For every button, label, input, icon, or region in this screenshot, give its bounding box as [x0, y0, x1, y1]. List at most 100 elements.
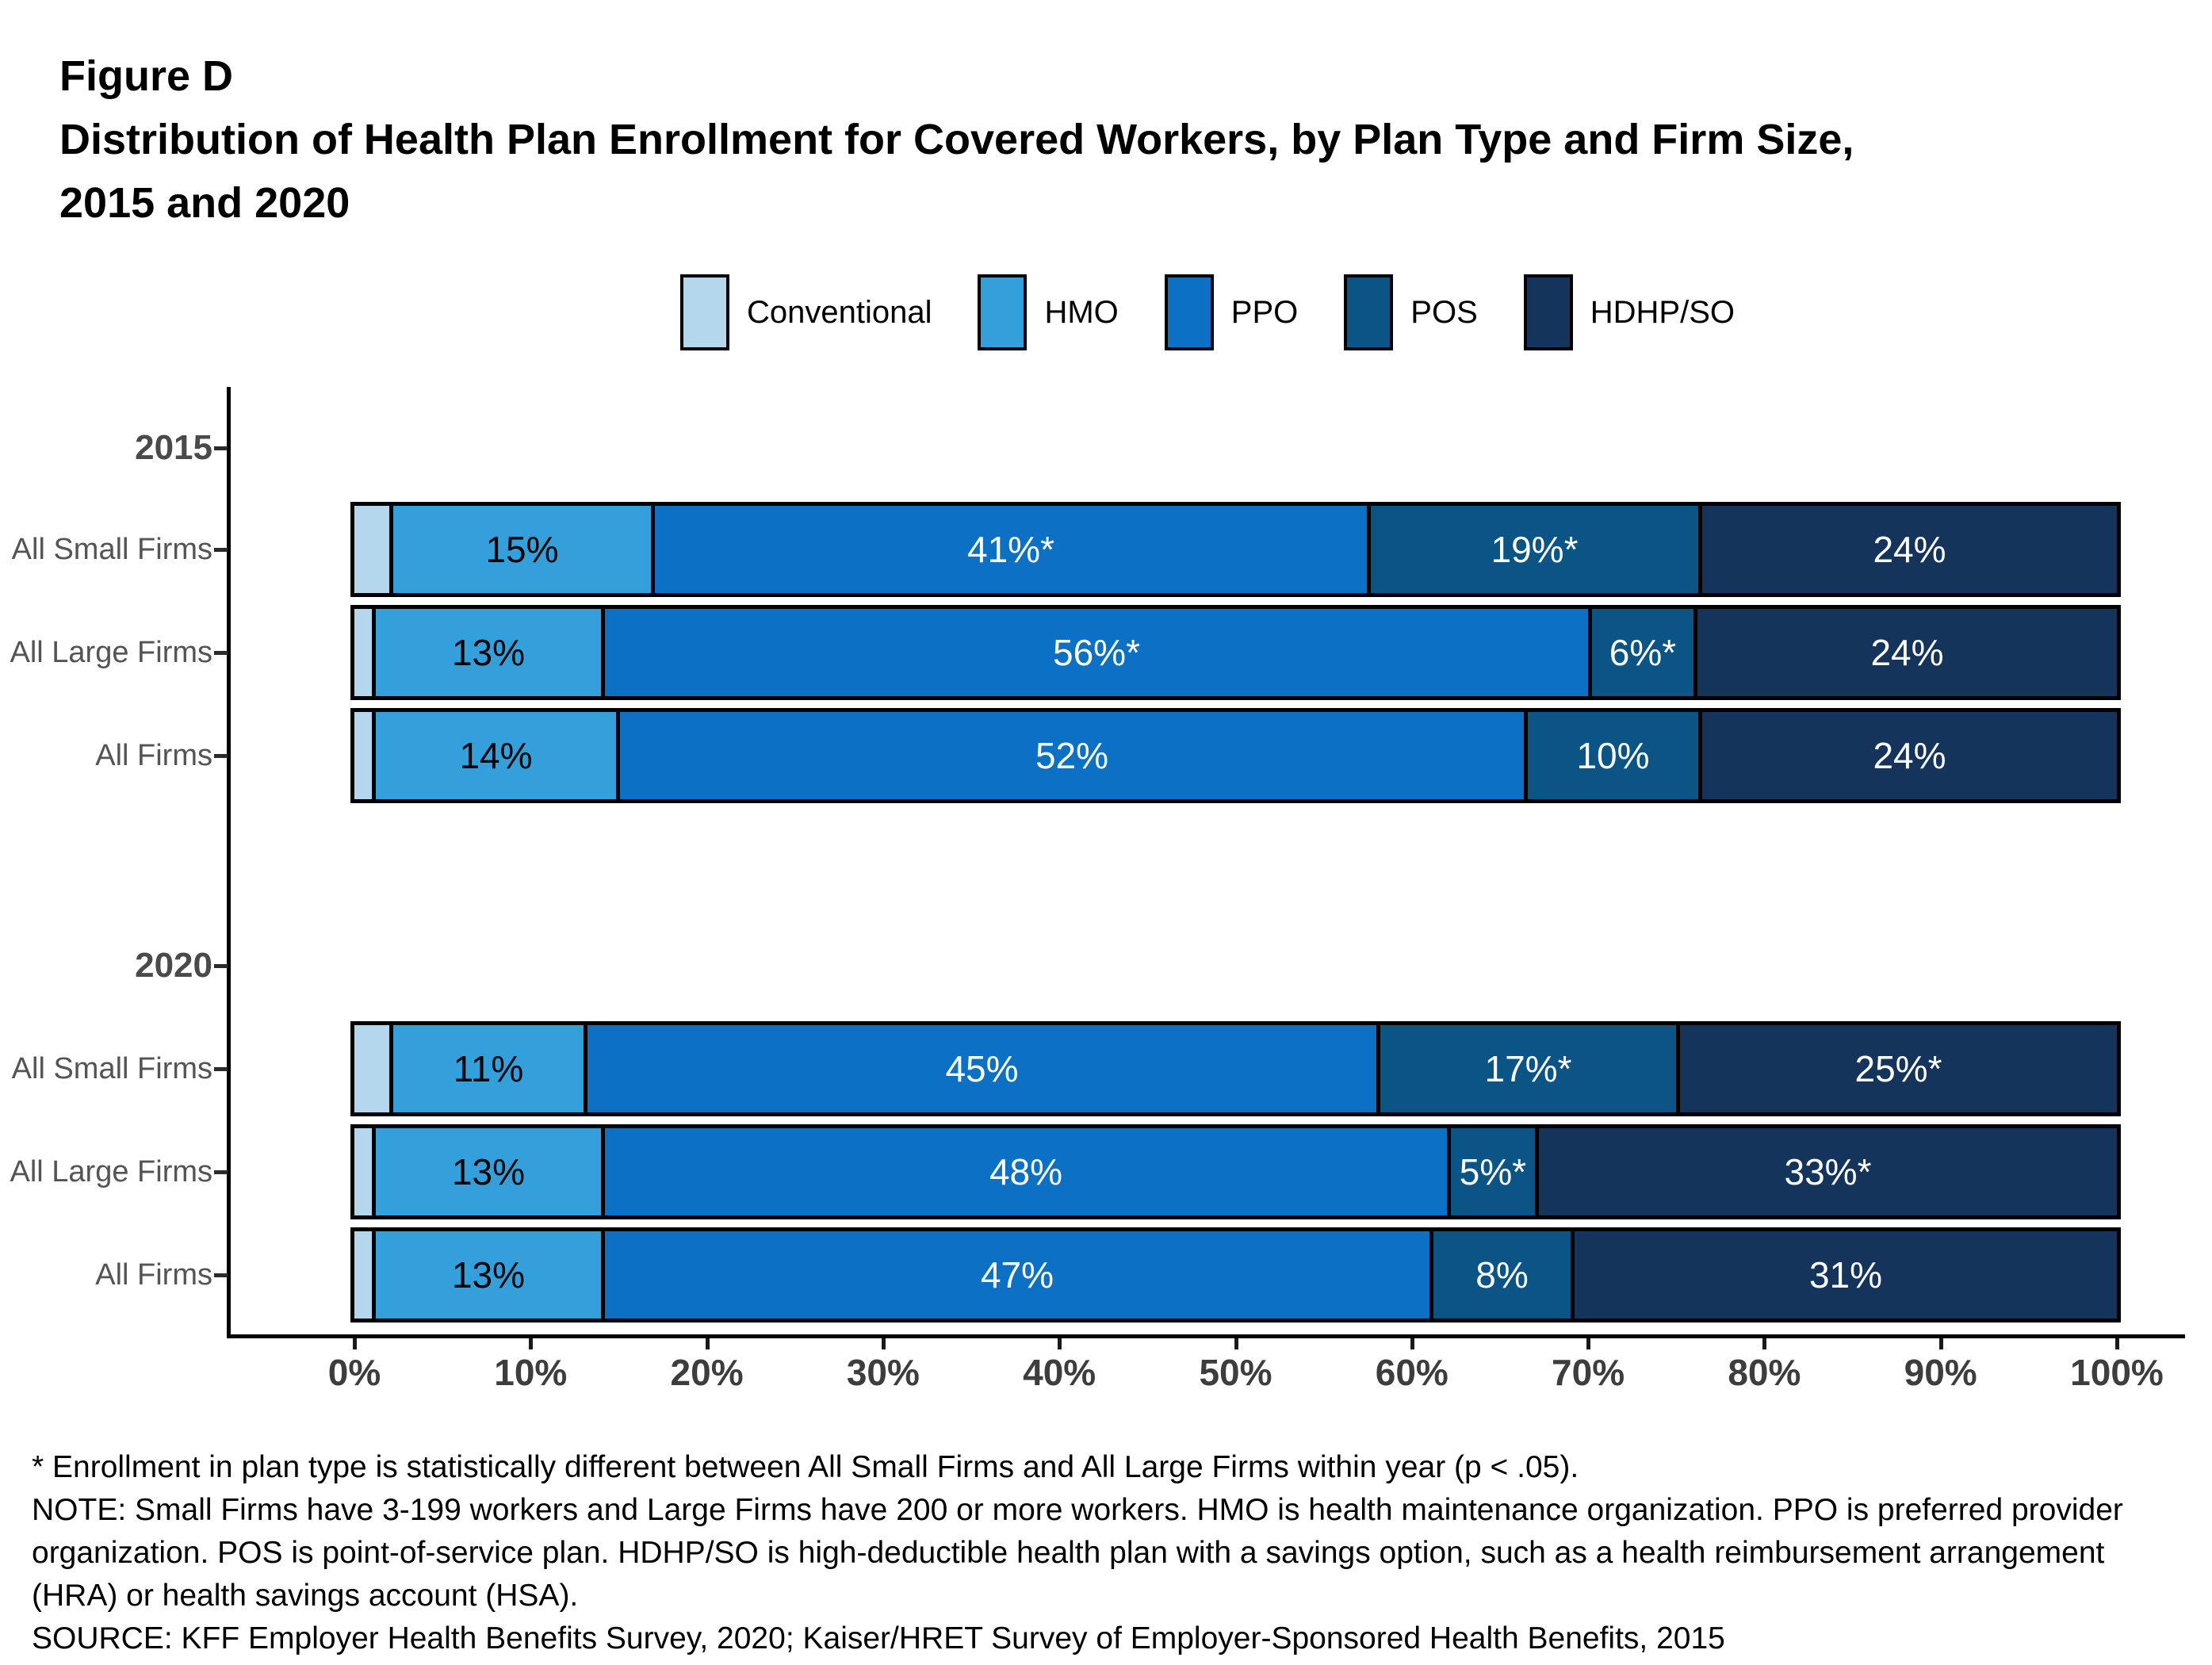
x-axis-tick: [2115, 1338, 2119, 1349]
bar-segment-value-label: 47%: [980, 1254, 1054, 1296]
bar-segment-value-label: 56%*: [1053, 632, 1140, 673]
x-axis-tick: [353, 1338, 357, 1349]
bar-segment: 5%*: [1447, 1128, 1535, 1215]
bar-segment: 25%*: [1676, 1025, 2117, 1112]
bar-segment: 24%: [1698, 506, 2117, 593]
legend-swatch-icon: [1523, 274, 1573, 350]
x-axis-line: [227, 1334, 2185, 1338]
bar-segment-value-label: 19%*: [1491, 529, 1579, 570]
bar-segment-value-label: 17%*: [1484, 1048, 1572, 1089]
bar-segment-value-label: 31%: [1808, 1254, 1883, 1296]
bar-segment: 41%*: [651, 506, 1367, 593]
bar-segment: 15%: [389, 506, 651, 593]
x-axis-tick: [1234, 1338, 1238, 1349]
y-axis-tick: [214, 1273, 228, 1277]
y-axis-tick: [214, 754, 228, 758]
legend-swatch-icon: [679, 274, 729, 350]
bar-segment: [354, 506, 389, 593]
bar-segment: 11%: [389, 1025, 584, 1112]
bar-segment: 19%*: [1367, 506, 1698, 593]
legend-swatch-icon: [1344, 274, 1394, 350]
x-axis-tick: [881, 1338, 886, 1349]
footnote-note-line-3: (HRA) or health savings account (HSA).: [32, 1579, 579, 1613]
x-axis-tick-label: 50%: [1199, 1352, 1272, 1393]
legend-swatch-icon: [978, 274, 1028, 350]
legend-swatch-icon: [1164, 274, 1214, 350]
stacked-bar: 14% 52% 10% 24%: [350, 708, 2121, 803]
bar-segment: [354, 609, 372, 696]
chart-legend: Conventional HMO PPO POS HDHP/SO: [230, 271, 2185, 354]
stacked-bar: 13% 47% 8% 31%: [350, 1227, 2121, 1322]
bar-segment: 14%: [372, 712, 616, 799]
row-label: All Firms: [95, 1258, 212, 1292]
year-label: 2015: [135, 428, 212, 467]
bar-segment: 10%: [1524, 712, 1698, 799]
bar-segment: 8%: [1429, 1231, 1571, 1319]
bar-segment-value-label: 24%: [1873, 529, 1946, 570]
bar-segment: 52%: [616, 712, 1524, 799]
legend-item-ppo: PPO: [1164, 274, 1298, 350]
x-axis-tick: [1938, 1338, 1943, 1349]
bar-segment: 13%: [372, 609, 601, 696]
x-axis-tick: [1762, 1338, 1767, 1349]
bar-segment-value-label: 33%*: [1784, 1151, 1872, 1192]
legend-item-hdhp-so: HDHP/SO: [1523, 274, 1736, 350]
y-axis-tick: [214, 446, 228, 450]
bar-segment: 48%: [601, 1128, 1447, 1215]
figure-title-line-1: Distribution of Health Plan Enrollment f…: [59, 116, 1854, 163]
footnote-note-line-1: NOTE: Small Firms have 3-199 workers and…: [32, 1493, 2123, 1527]
legend-label: HMO: [1044, 294, 1119, 330]
x-axis-tick: [705, 1338, 710, 1349]
stacked-bar: 15% 41%* 19%* 24%: [350, 502, 2121, 597]
bar-segment-value-label: 24%: [1873, 735, 1946, 776]
x-axis-tick-label: 0%: [327, 1352, 381, 1393]
legend-label: HDHP/SO: [1590, 294, 1736, 330]
x-axis-tick-label: 30%: [846, 1352, 920, 1393]
bar-segment: 13%: [372, 1231, 601, 1319]
x-axis-tick-label: 70%: [1552, 1352, 1625, 1393]
bar-segment: 24%: [1698, 712, 2117, 799]
bar-segment: 56%*: [601, 609, 1588, 696]
bar-segment-value-label: 6%*: [1609, 632, 1677, 673]
y-axis-tick: [214, 964, 228, 968]
bar-segment: 6%*: [1588, 609, 1693, 696]
bar-segment: 17%*: [1376, 1025, 1676, 1112]
row-label: All Small Firms: [11, 533, 212, 566]
figure-number: Figure D: [59, 52, 234, 100]
legend-label: POS: [1410, 294, 1478, 330]
legend-item-pos: POS: [1344, 274, 1478, 350]
stacked-bar: 13% 48% 5%* 33%*: [350, 1124, 2121, 1219]
bar-segment-value-label: 10%: [1576, 735, 1650, 776]
row-label: All Large Firms: [10, 636, 213, 669]
bar-segment-value-label: 48%: [989, 1151, 1063, 1192]
y-axis-tick: [214, 1067, 228, 1071]
bar-segment: 24%: [1693, 609, 2117, 696]
bar-segment-value-label: 5%*: [1459, 1151, 1527, 1192]
x-axis-tick: [1058, 1338, 1062, 1349]
footnotes: * Enrollment in plan type is statistical…: [32, 1446, 2188, 1660]
row-label: All Firms: [95, 739, 212, 772]
legend-item-hmo: HMO: [978, 274, 1119, 350]
bar-segment-value-label: 24%: [1870, 632, 1944, 673]
row-label: All Large Firms: [10, 1155, 213, 1188]
bar-segment: 13%: [372, 1128, 601, 1215]
y-axis-tick: [214, 548, 228, 552]
bar-segment-value-label: 41%*: [967, 529, 1054, 570]
bar-segment-value-label: 11%: [453, 1048, 524, 1089]
row-label: All Small Firms: [11, 1052, 212, 1085]
stacked-bar: 11% 45% 17%* 25%*: [350, 1021, 2121, 1116]
legend-label: Conventional: [746, 294, 932, 330]
bar-segment-value-label: 15%: [485, 529, 559, 570]
x-axis-tick: [1410, 1338, 1414, 1349]
bar-segment-value-label: 14%: [459, 735, 533, 776]
x-axis-tick: [529, 1338, 534, 1349]
x-axis-tick-label: 40%: [1023, 1352, 1096, 1393]
bar-segment-value-label: 13%: [451, 1254, 526, 1296]
y-axis-tick: [214, 1170, 228, 1174]
bar-segment: 31%: [1571, 1231, 2117, 1319]
x-axis-tick-label: 80%: [1728, 1352, 1801, 1393]
bar-segment: [354, 712, 372, 799]
bar-segment-value-label: 52%: [1035, 735, 1109, 776]
y-axis-tick: [214, 651, 228, 655]
x-axis-tick-label: 10%: [494, 1352, 568, 1393]
